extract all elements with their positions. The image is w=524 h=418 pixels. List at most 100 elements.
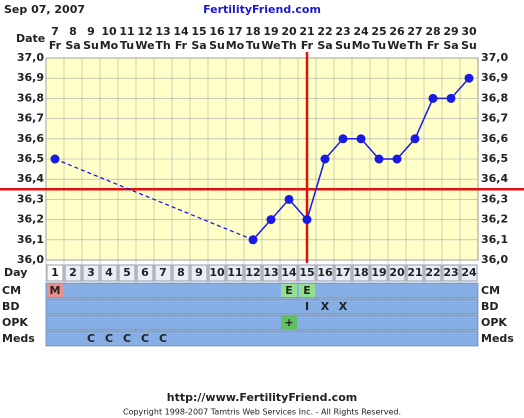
date-label: 19	[263, 25, 278, 38]
day-cell	[118, 264, 136, 282]
date-label: 24	[353, 25, 369, 38]
y-tick-label: 36,6	[17, 132, 44, 145]
y-tick-label: 36,9	[17, 71, 44, 84]
row-band	[45, 330, 479, 347]
row-cell: C	[141, 332, 149, 345]
row-label: Meds	[2, 332, 35, 345]
row-label-right: OPK	[481, 316, 507, 329]
row-label: BD	[2, 300, 20, 313]
day-number: 3	[87, 266, 95, 279]
row-cell: I	[305, 300, 309, 313]
day-cell	[298, 264, 316, 282]
y-tick-label-right: 36,9	[481, 71, 508, 84]
gap-connector	[54, 158, 254, 241]
row-cell: +	[284, 316, 293, 329]
day-cell	[208, 264, 226, 282]
day-number: 17	[335, 266, 350, 279]
row-cell: E	[303, 284, 311, 297]
footer-copyright: Copyright 1998-2007 Tamtris Web Services…	[123, 408, 401, 417]
day-cell	[370, 264, 388, 282]
temperature-point	[284, 194, 294, 204]
weekday-label: Mo	[226, 39, 245, 52]
weekday-label: Su	[209, 39, 225, 52]
date-label: 26	[389, 25, 405, 38]
weekday-label: We	[135, 39, 154, 52]
y-tick-label-right: 36,3	[481, 192, 508, 205]
temperature-point	[410, 134, 420, 144]
date-label: 22	[317, 25, 332, 38]
temperature-point	[248, 235, 258, 245]
y-tick-label-right: 36,1	[481, 233, 508, 246]
weekday-label: Fr	[427, 39, 440, 52]
day-cell	[100, 264, 118, 282]
day-cell	[424, 264, 442, 282]
weekday-label: We	[387, 39, 406, 52]
day-number: 18	[353, 266, 368, 279]
date-label: 21	[299, 25, 314, 38]
header-date: Sep 07, 2007	[4, 3, 85, 16]
date-label: 30	[461, 25, 477, 38]
cell-highlight	[299, 284, 315, 297]
day-number: 23	[443, 266, 458, 279]
date-label: 27	[407, 25, 422, 38]
day-cell	[388, 264, 406, 282]
day-number: 10	[209, 266, 225, 279]
day-number: 2	[69, 266, 77, 279]
day-cell	[136, 264, 154, 282]
weekday-label: Tu	[246, 39, 260, 52]
weekday-label: Sa	[443, 39, 458, 52]
weekday-label: Sa	[317, 39, 332, 52]
weekday-label: Sa	[65, 39, 80, 52]
day-number: 5	[123, 266, 131, 279]
weekday-label: Su	[83, 39, 99, 52]
row-label: OPK	[2, 316, 28, 329]
date-label: 10	[101, 25, 117, 38]
temperature-point	[428, 93, 438, 103]
row-cell: C	[87, 332, 95, 345]
temperature-point	[320, 154, 330, 164]
date-label: 16	[209, 25, 225, 38]
day-cell	[442, 264, 460, 282]
day-number: 13	[263, 266, 278, 279]
weekday-label: Fr	[301, 39, 314, 52]
date-label: 18	[245, 25, 260, 38]
date-label: 13	[155, 25, 170, 38]
date-label: 8	[69, 25, 77, 38]
row-band	[45, 282, 479, 299]
weekday-label: Sa	[191, 39, 206, 52]
date-label: Date	[16, 32, 45, 45]
date-label: 12	[137, 25, 152, 38]
row-band	[45, 298, 479, 315]
day-number: 12	[245, 266, 260, 279]
row-cell: X	[339, 300, 348, 313]
day-cell	[460, 264, 478, 282]
y-tick-label-right: 36,2	[481, 213, 508, 226]
row-cell: X	[321, 300, 330, 313]
day-number: 11	[227, 266, 242, 279]
day-number: 16	[317, 266, 333, 279]
day-number: 6	[141, 266, 149, 279]
day-cell	[352, 264, 370, 282]
weekday-label: Th	[155, 39, 170, 52]
day-number: 20	[389, 266, 405, 279]
header-site[interactable]: FertilityFriend.com	[203, 3, 321, 16]
temperature-point	[464, 73, 474, 83]
row-cell: E	[285, 284, 293, 297]
row-cell: C	[123, 332, 131, 345]
temperature-point	[446, 93, 456, 103]
weekday-label: Fr	[175, 39, 188, 52]
date-label: 25	[371, 25, 386, 38]
day-cell	[154, 264, 172, 282]
temperature-point	[338, 134, 348, 144]
y-tick-label: 36,8	[17, 91, 44, 104]
temperature-point	[50, 154, 60, 164]
row-label-right: Meds	[481, 332, 514, 345]
date-label: 15	[191, 25, 206, 38]
temperature-point	[302, 215, 312, 225]
day-cell	[244, 264, 262, 282]
y-tick-label-right: 36,7	[481, 112, 508, 125]
day-number: 9	[195, 266, 203, 279]
footer-url[interactable]: http://www.FertilityFriend.com	[167, 391, 357, 404]
day-number: 7	[159, 266, 167, 279]
